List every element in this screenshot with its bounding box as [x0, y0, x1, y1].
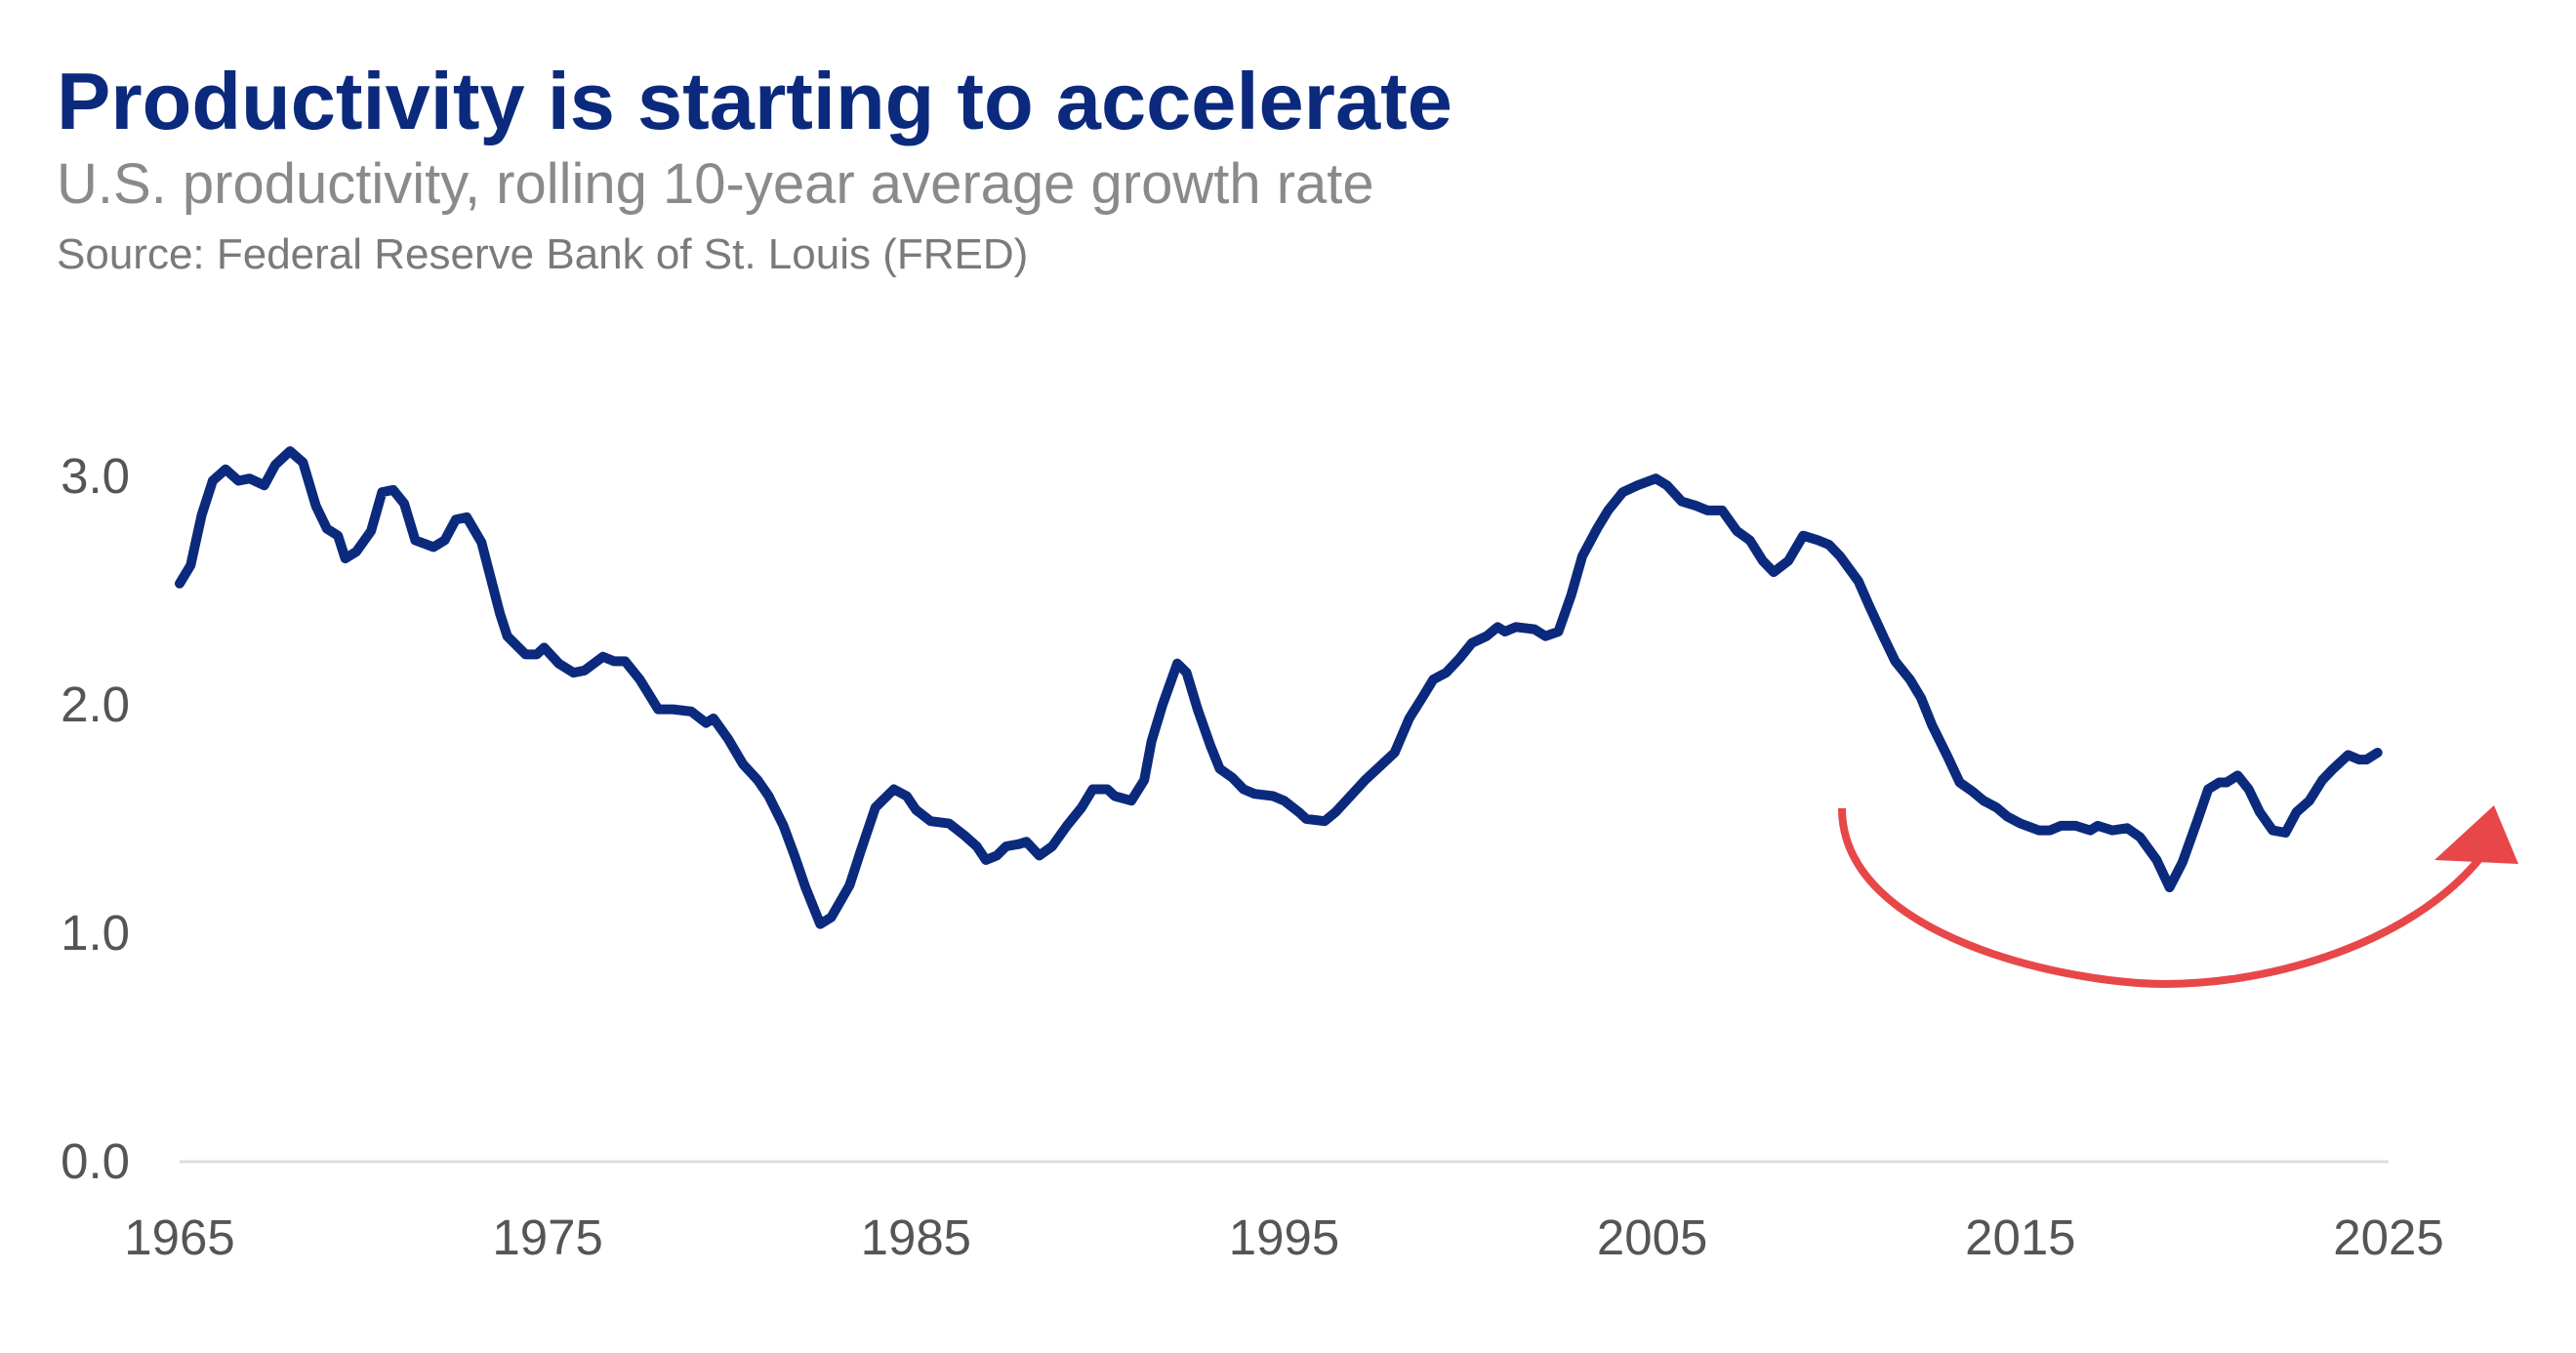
x-tick-label: 1995 — [1229, 1210, 1339, 1265]
trend-arrow — [1838, 807, 2483, 989]
x-tick-label: 2005 — [1597, 1210, 1707, 1265]
x-tick-label: 1985 — [861, 1210, 971, 1265]
x-tick-label: 2025 — [2333, 1210, 2443, 1265]
data-line — [175, 446, 2383, 929]
chart-title: Productivity is starting to accelerate — [57, 56, 1452, 146]
y-tick-label: 0.0 — [61, 1133, 130, 1189]
x-tick-label: 2015 — [1965, 1210, 2075, 1265]
y-tick-label: 3.0 — [61, 448, 130, 504]
x-tick-label: 1965 — [124, 1210, 234, 1265]
y-tick-label: 1.0 — [61, 905, 130, 961]
chart-subtitle: U.S. productivity, rolling 10-year avera… — [57, 152, 1374, 216]
arrow-head — [2434, 805, 2518, 864]
x-tick-label: 1975 — [492, 1210, 602, 1265]
chart-source: Source: Federal Reserve Bank of St. Loui… — [57, 230, 1028, 278]
y-tick-label: 2.0 — [61, 676, 130, 732]
